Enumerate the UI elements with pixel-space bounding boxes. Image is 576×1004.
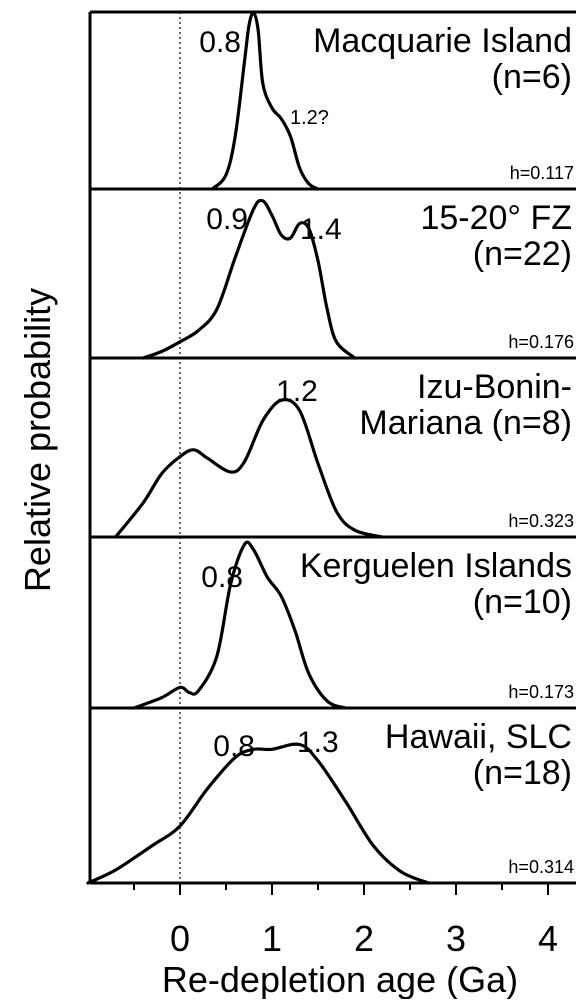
panel-title: Izu-Bonin- (417, 368, 572, 406)
density-curve (114, 398, 384, 539)
panel-title: Macquarie Island (313, 22, 572, 60)
peak-label: 0.9 (206, 203, 248, 236)
peak-label: 1.2 (276, 375, 318, 408)
panel-title: Kerguelen Islands (300, 547, 572, 585)
x-tick-label: 1 (262, 918, 282, 959)
x-axis-title: Re-depletion age (Ga) (162, 959, 518, 999)
panel-title: (n=18) (473, 754, 572, 792)
density-curve (132, 540, 348, 710)
x-tick-label: 3 (446, 918, 466, 959)
peak-label: 1.4 (300, 213, 342, 246)
bandwidth-label: h=0.323 (508, 511, 574, 531)
panel-title: Mariana (n=8) (359, 404, 572, 442)
peak-label: 0.8 (201, 561, 243, 594)
bandwidth-label: h=0.173 (508, 682, 574, 702)
bandwidth-label: h=0.176 (508, 332, 574, 352)
panel-title: Hawaii, SLC (385, 718, 572, 756)
panel-title: (n=10) (473, 583, 572, 621)
x-tick-label: 0 (170, 918, 190, 959)
panel-title: 15-20° FZ (420, 199, 572, 237)
x-tick-label: 4 (538, 918, 558, 959)
bandwidth-label: h=0.117 (510, 163, 574, 183)
density-curve (86, 742, 430, 885)
bandwidth-label: h=0.314 (508, 857, 574, 877)
x-tick-label: 2 (354, 918, 374, 959)
y-axis-title: Relative probability (17, 288, 58, 592)
panel-title: (n=22) (473, 235, 572, 273)
density-curve (141, 198, 357, 360)
peak-label: 0.8 (213, 730, 255, 763)
peak-label: 1.2? (290, 107, 329, 129)
panel-title: (n=6) (492, 58, 572, 96)
peak-label: 1.3 (297, 726, 339, 759)
peak-label: 0.8 (199, 26, 241, 59)
density-curve (210, 11, 320, 191)
